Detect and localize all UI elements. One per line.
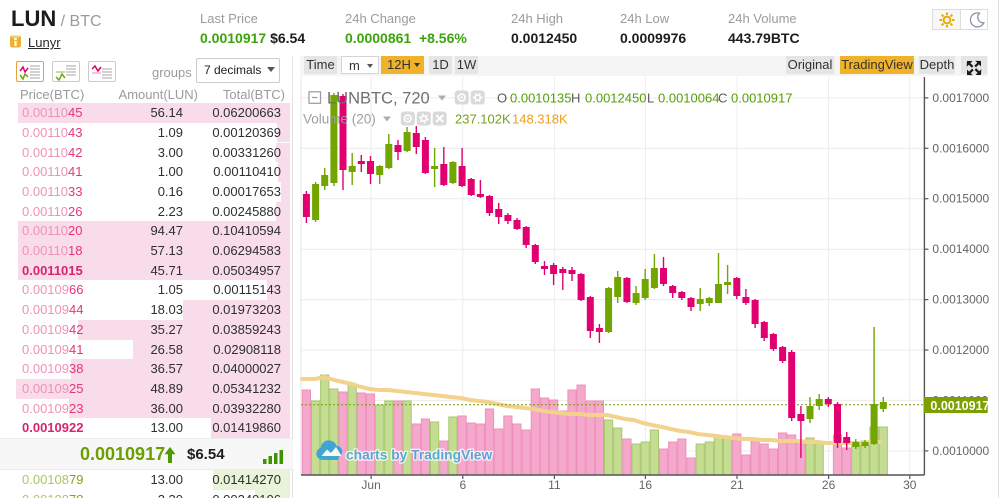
svg-text:0.0010917: 0.0010917 [930,399,989,413]
svg-text:H: H [571,91,580,106]
svg-text:L: L [647,91,654,106]
svg-text:0.0014000: 0.0014000 [932,242,989,256]
svg-text:16: 16 [639,478,653,492]
svg-text:0.0012000: 0.0012000 [932,343,989,357]
svg-text:6: 6 [459,478,466,492]
svg-text:0.0017000: 0.0017000 [932,91,989,105]
svg-text:26: 26 [822,478,836,492]
svg-text:C: C [718,91,727,106]
svg-text:30: 30 [903,478,917,492]
svg-text:0.0013000: 0.0013000 [932,293,989,307]
svg-text:charts by TradingView: charts by TradingView [346,448,492,463]
svg-text:0.0010917: 0.0010917 [731,91,792,106]
svg-text:Jun: Jun [361,478,380,492]
svg-text:0.0010000: 0.0010000 [932,444,989,458]
svg-text:LUNBTC, 720: LUNBTC, 720 [327,90,430,108]
svg-text:Volume (20): Volume (20) [303,112,376,127]
svg-text:0.0016000: 0.0016000 [932,141,989,155]
svg-text:148.318K: 148.318K [512,112,568,127]
svg-text:0.0015000: 0.0015000 [932,192,989,206]
svg-text:0.0010064: 0.0010064 [658,91,719,106]
svg-text:0.0012450: 0.0012450 [585,91,646,106]
svg-text:0.0010135: 0.0010135 [510,91,571,106]
svg-text:11: 11 [548,478,561,492]
svg-text:21: 21 [730,478,744,492]
svg-text:O: O [497,91,507,106]
svg-text:237.102K: 237.102K [455,112,511,127]
